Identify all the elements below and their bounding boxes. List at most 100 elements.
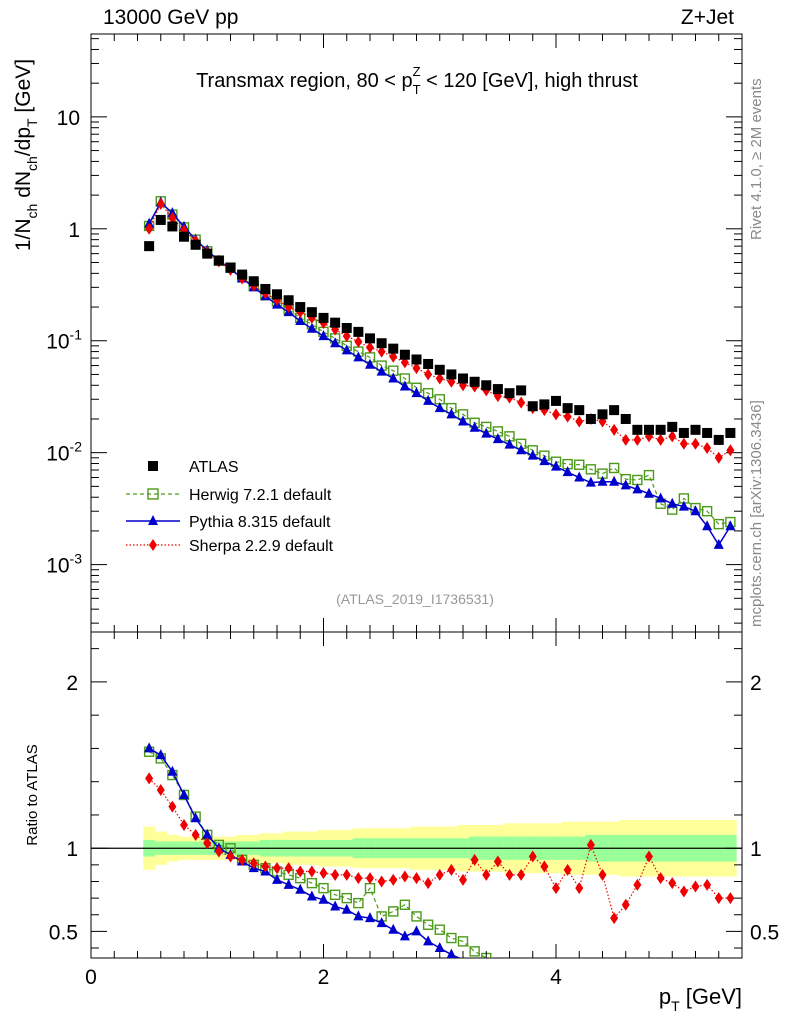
- pythia-ratio-point: [376, 917, 387, 928]
- herwig-ratio-point: [469, 946, 480, 957]
- legend-item-sherpa: Sherpa 2.2.9 default: [126, 538, 334, 555]
- pythia-point: [713, 538, 724, 549]
- herwig-ratio-point: [329, 889, 341, 900]
- main-y-tick-label: 1: [68, 219, 80, 242]
- pythia-point: [597, 475, 608, 486]
- sherpa-point: [517, 396, 526, 409]
- sherpa-ratio-point: [726, 892, 735, 905]
- atlas-point: [690, 424, 701, 435]
- sherpa-ratio-point: [319, 867, 328, 880]
- atlas-point: [539, 399, 550, 410]
- sherpa-point: [563, 410, 572, 423]
- sherpa-ratio-point: [203, 837, 212, 850]
- pythia-ratio-point: [330, 900, 341, 911]
- x-tick-label: 4: [550, 966, 562, 989]
- sherpa-point: [156, 197, 165, 210]
- sherpa-point: [412, 362, 421, 375]
- legend-item-pythia: Pythia 8.315 default: [126, 514, 331, 531]
- x-axis-label: pT [GeV]: [659, 984, 742, 1014]
- pythia-ratio-point: [190, 812, 201, 823]
- ratio-series-herwig: [143, 746, 492, 958]
- ratio-y-ticks: [91, 648, 742, 949]
- pythia-ratio-point: [434, 942, 445, 953]
- sherpa-ratio-point: [610, 912, 619, 925]
- sherpa-ratio-point: [540, 860, 549, 873]
- ratio-y-tick-label-right: 0.5: [750, 921, 779, 944]
- pythia-point: [423, 394, 434, 405]
- pythia-point: [330, 337, 341, 348]
- pythia-point: [516, 444, 527, 455]
- ratio-series-sherpa: [145, 772, 735, 925]
- sherpa-ratio-point: [656, 872, 665, 885]
- atlas-point: [190, 239, 201, 250]
- atlas-point: [202, 248, 213, 259]
- ratio-y-tick-label-right: 1: [750, 838, 762, 861]
- mcplots-source-label: mcplots.cern.ch [arXiv:1306.3436]: [748, 400, 765, 627]
- herwig-ratio-point: [446, 932, 457, 944]
- legend-label: Herwig 7.2.1 default: [189, 487, 332, 504]
- sherpa-ratio-point: [668, 877, 677, 890]
- atlas-point: [272, 289, 282, 300]
- sherpa-ratio-point: [586, 838, 595, 851]
- sherpa-point: [354, 335, 363, 348]
- atlas-point: [365, 333, 375, 344]
- pythia-point: [411, 387, 422, 398]
- atlas-point: [423, 358, 434, 369]
- sherpa-point: [621, 433, 630, 446]
- process-label: Z+Jet: [680, 6, 734, 29]
- herwig-point: [701, 506, 713, 517]
- sherpa-point: [342, 330, 351, 343]
- atlas-point: [655, 424, 666, 435]
- ratio-y-axis-label: Ratio to ATLAS: [24, 744, 41, 845]
- atlas-point: [167, 221, 178, 232]
- legend-marker: [149, 539, 157, 551]
- atlas-point: [318, 312, 329, 323]
- atlas-point: [306, 307, 317, 318]
- herwig-point: [574, 459, 585, 470]
- sherpa-ratio-point: [389, 873, 398, 886]
- pythia-point: [295, 315, 306, 326]
- sherpa-point: [633, 433, 642, 446]
- pythia-point: [655, 492, 666, 503]
- sherpa-point: [726, 444, 735, 457]
- pythia-ratio-point: [144, 742, 155, 753]
- pythia-ratio-point: [423, 935, 434, 946]
- atlas-point: [469, 376, 480, 387]
- x-tick-labels: 0 2 4: [85, 966, 562, 989]
- sherpa-ratio-point: [226, 850, 235, 863]
- legend-label: Pythia 8.315 default: [189, 514, 331, 531]
- sherpa-ratio-point: [145, 772, 154, 785]
- sherpa-ratio-point: [528, 850, 537, 863]
- atlas-point: [632, 424, 643, 435]
- pythia-point: [376, 365, 387, 376]
- sherpa-point: [377, 345, 386, 358]
- pythia-ratio-point: [446, 948, 457, 958]
- rivet-version-label: Rivet 4.1.0, ≥ 2M events: [748, 78, 765, 240]
- herwig-ratio-point: [341, 892, 352, 904]
- sherpa-ratio-point: [459, 873, 467, 886]
- sherpa-point: [703, 442, 712, 455]
- atlas-point: [562, 403, 573, 414]
- main-series-layer: [143, 196, 736, 549]
- pythia-point: [388, 372, 399, 383]
- pythia-point: [481, 427, 492, 438]
- atlas-point: [260, 283, 271, 294]
- atlas-point: [213, 255, 224, 266]
- sherpa-ratio-point: [645, 850, 653, 863]
- legend: ATLAS Herwig 7.2.1 default Pythia 8.315 de…: [126, 459, 334, 555]
- sherpa-ratio-point: [563, 863, 572, 876]
- series-pythia: [144, 196, 736, 549]
- sherpa-ratio-point: [598, 868, 607, 881]
- pythia-ratio-point: [353, 910, 364, 921]
- sherpa-ratio-point: [296, 865, 305, 878]
- pythia-ratio-point: [295, 883, 306, 894]
- sherpa-ratio-point: [214, 845, 223, 858]
- pythia-point: [562, 466, 573, 477]
- sherpa-ratio-point: [679, 885, 688, 898]
- sherpa-point: [389, 350, 398, 363]
- sherpa-point: [424, 368, 433, 381]
- herwig-ratio-point: [434, 924, 445, 935]
- series-herwig: [143, 196, 736, 530]
- sherpa-ratio-point: [273, 862, 281, 875]
- pythia-point: [446, 408, 457, 419]
